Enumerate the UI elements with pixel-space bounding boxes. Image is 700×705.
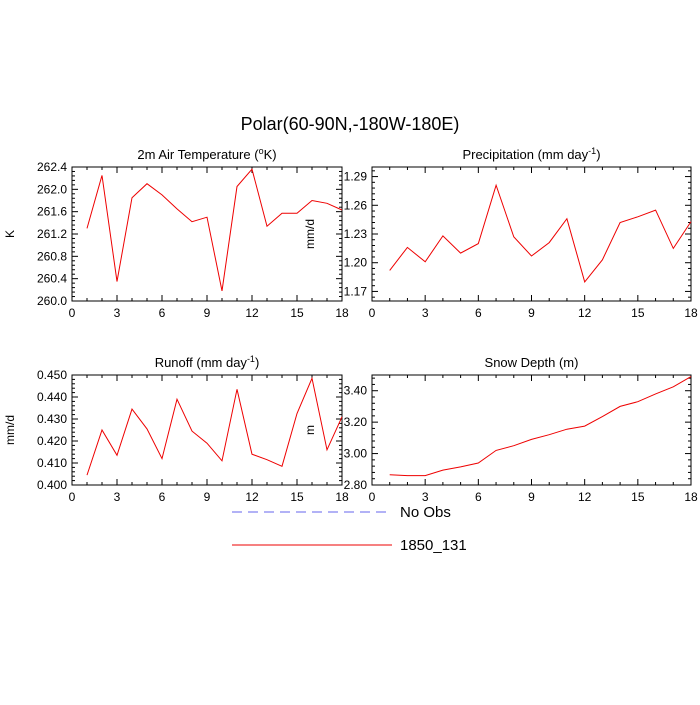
- x-tick-label: 0: [69, 490, 76, 504]
- y-tick-label: 1.23: [344, 227, 368, 241]
- x-tick-label: 6: [475, 490, 482, 504]
- chart-panel-1: 0 3 6 9 12 15 18 260.0 260.4 260.8 261.2 261.6 262.0…: [3, 146, 349, 320]
- x-tick-label: 12: [578, 490, 592, 504]
- x-tick-label: 12: [578, 306, 592, 320]
- x-tick-label: 15: [631, 306, 645, 320]
- series-line-1850_131: [86, 168, 343, 291]
- panel-title-tail: ): [596, 147, 600, 162]
- y-tick-label: 260.4: [37, 272, 67, 286]
- x-tick-label: 0: [369, 490, 376, 504]
- y-tick-label: 1.29: [344, 170, 368, 184]
- x-tick-label: 3: [422, 490, 429, 504]
- y-tick-label: 2.80: [344, 478, 368, 492]
- x-tick-label: 15: [290, 306, 304, 320]
- chart-panel-3: 0 3 6 9 12 15 18 0.400 0.410 0.420 0.430 0.440 0.450…: [3, 354, 349, 504]
- y-tick-label: 3.00: [344, 447, 368, 461]
- x-tick-label: 15: [290, 490, 304, 504]
- y-axis-label: mm/d: [303, 219, 317, 249]
- panel-title: 2m Air Temperature (oK): [137, 146, 276, 162]
- y-tick-label: 0.450: [37, 368, 67, 382]
- x-tick-label: 0: [69, 306, 76, 320]
- y-tick-label: 260.0: [37, 294, 67, 308]
- x-tick-label: 18: [684, 490, 698, 504]
- y-tick-label: 260.8: [37, 249, 67, 263]
- y-axis-label: m: [303, 425, 317, 435]
- x-tick-label: 12: [245, 490, 259, 504]
- x-tick-label: 3: [114, 306, 121, 320]
- panel-title-main: Runoff (mm day: [155, 355, 248, 370]
- legend-label-1: No Obs: [400, 504, 451, 521]
- y-tick-label: 0.420: [37, 434, 67, 448]
- x-tick-label: 6: [159, 490, 166, 504]
- panel-title-superscript: o: [259, 146, 264, 156]
- panel-title-tail: ): [255, 355, 259, 370]
- y-tick-label: 0.410: [37, 456, 67, 470]
- legend-label-2: 1850_131: [400, 537, 467, 554]
- panel-title-superscript: -1: [588, 146, 596, 156]
- panel-title-main: Precipitation (mm day: [462, 147, 588, 162]
- x-tick-label: 9: [528, 490, 535, 504]
- y-tick-label: 1.17: [344, 284, 368, 298]
- series-line-1850_131: [86, 376, 343, 476]
- x-tick-label: 3: [114, 490, 121, 504]
- panel-title: Precipitation (mm day-1): [462, 146, 600, 162]
- x-tick-label: 18: [684, 306, 698, 320]
- x-tick-label: 18: [335, 490, 349, 504]
- y-axis-label: mm/d: [3, 415, 17, 445]
- panel-title: Snow Depth (m): [485, 355, 579, 370]
- series-line-1850_131: [389, 376, 692, 477]
- y-tick-label: 1.20: [344, 256, 368, 270]
- series-line-1850_131: [389, 183, 692, 283]
- x-tick-label: 0: [369, 306, 376, 320]
- x-tick-label: 9: [204, 490, 211, 504]
- y-tick-label: 0.430: [37, 412, 67, 426]
- panel-title-main: 2m Air Temperature (: [137, 147, 259, 162]
- y-tick-label: 0.440: [37, 390, 67, 404]
- panel-title: Runoff (mm day-1): [155, 354, 260, 370]
- panel-title-tail: K): [264, 147, 277, 162]
- y-tick-label: 1.26: [344, 198, 368, 212]
- y-tick-label: 0.400: [37, 478, 67, 492]
- panel-title-superscript: -1: [247, 354, 255, 364]
- x-tick-label: 9: [204, 306, 211, 320]
- y-tick-label: 262.4: [37, 160, 67, 174]
- y-tick-label: 262.0: [37, 182, 67, 196]
- figure-title: Polar(60-90N,-180W-180E): [241, 114, 460, 134]
- y-tick-label: 3.20: [344, 415, 368, 429]
- x-tick-label: 6: [159, 306, 166, 320]
- y-axis-label: K: [3, 230, 17, 238]
- x-tick-label: 15: [631, 490, 645, 504]
- x-tick-label: 3: [422, 306, 429, 320]
- x-tick-label: 9: [528, 306, 535, 320]
- x-tick-label: 6: [475, 306, 482, 320]
- x-tick-label: 18: [335, 306, 349, 320]
- panel-title-main: Snow Depth (m): [485, 355, 579, 370]
- x-tick-label: 12: [245, 306, 259, 320]
- legend: No Obs 1850_131: [232, 504, 467, 554]
- y-tick-label: 3.40: [344, 384, 368, 398]
- y-tick-label: 261.6: [37, 205, 67, 219]
- chart-panel-2: 0 3 6 9 12 15 18 1.17 1.20 1.23 1.26 1.29 Precipitat…: [303, 146, 698, 320]
- y-tick-label: 261.2: [37, 227, 67, 241]
